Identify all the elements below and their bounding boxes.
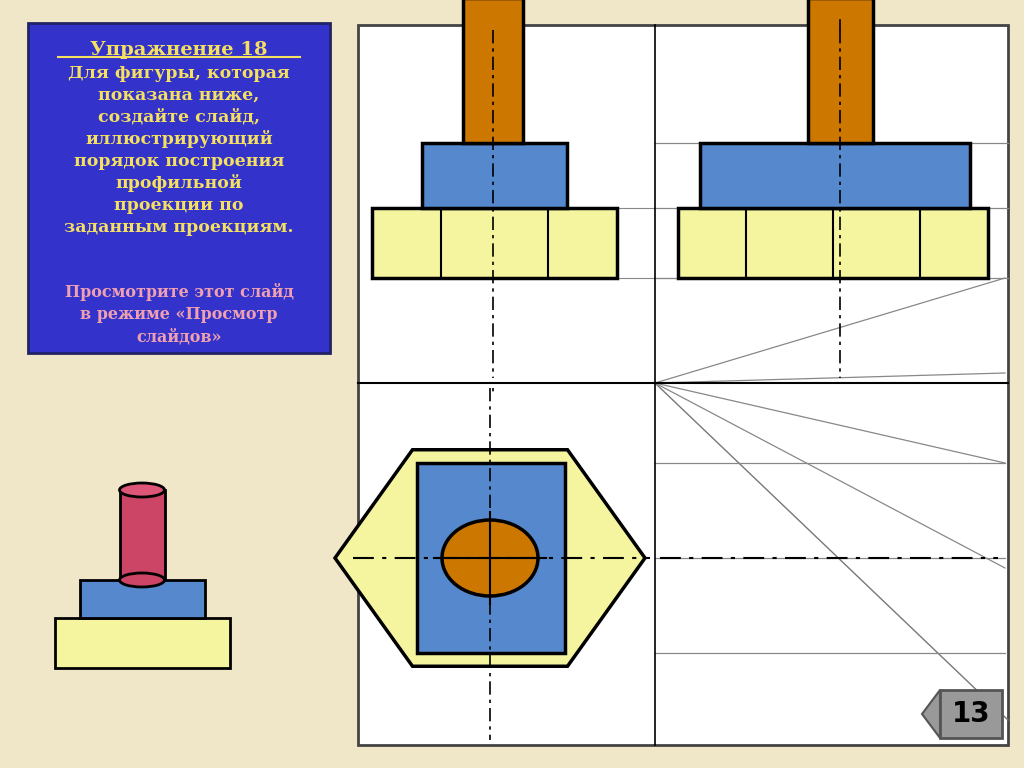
Bar (55, 618, 230, 668)
Text: Упражнение 18: Упражнение 18 (90, 41, 267, 59)
Bar (700, 143, 970, 208)
Bar (422, 143, 567, 208)
Bar (80, 580, 205, 618)
Bar (678, 208, 988, 278)
Text: Просмотрите этот слайд
в режиме «Просмотр
слайдов»: Просмотрите этот слайд в режиме «Просмот… (65, 283, 294, 346)
Bar (463, 0, 523, 143)
Bar (940, 690, 1002, 738)
Bar (417, 463, 565, 653)
Bar (372, 208, 617, 278)
Polygon shape (335, 450, 645, 667)
Bar (358, 25, 1008, 745)
Ellipse shape (442, 520, 538, 596)
Polygon shape (922, 690, 940, 738)
Text: 13: 13 (951, 700, 990, 728)
Bar (808, 0, 873, 143)
Bar (28, 23, 330, 353)
Text: Для фигуры, которая
показана ниже,
создайте слайд,
иллюстрирующий
порядок постро: Для фигуры, которая показана ниже, созда… (65, 65, 294, 236)
Bar (120, 490, 165, 580)
Ellipse shape (120, 573, 165, 587)
Ellipse shape (120, 483, 165, 497)
